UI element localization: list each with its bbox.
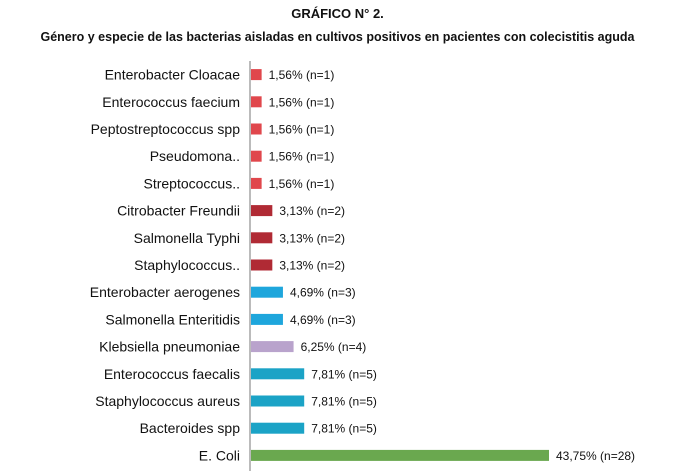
data-label: 7,81% (n=5) [311,422,377,436]
data-label: 1,56% (n=1) [269,150,335,164]
bar [251,341,294,353]
category-label: E. Coli [199,447,240,463]
bar [251,313,283,325]
data-label: 1,56% (n=1) [269,123,335,137]
category-label: Peptostreptococcus spp [91,121,241,137]
category-label: Enterococcus faecalis [104,366,240,382]
bar [251,69,262,81]
category-label: Citrobacter Freundii [117,203,240,219]
data-label: 43,75% (n=28) [556,449,635,463]
bar [251,96,262,108]
category-label: Enterobacter aerogenes [90,284,240,300]
category-label: Pseudomona.. [150,148,240,164]
bar [251,449,549,461]
bar [251,368,305,380]
bar [251,259,273,271]
category-label: Salmonella Typhi [134,230,240,246]
data-label: 4,69% (n=3) [290,286,356,300]
data-label: 1,56% (n=1) [269,95,335,109]
category-label: Enterococcus faecium [102,94,240,110]
bar [251,150,262,162]
data-label: 7,81% (n=5) [311,395,377,409]
bar [251,232,273,244]
data-label: 7,81% (n=5) [311,367,377,381]
data-label: 1,56% (n=1) [269,68,335,82]
category-label: Staphylococcus.. [134,257,240,273]
data-label: 1,56% (n=1) [269,177,335,191]
category-label: Salmonella Enteritidis [105,311,240,327]
category-label: Klebsiella pneumoniae [99,339,240,355]
bar [251,286,283,298]
category-label: Staphylococcus aureus [95,393,240,409]
bar [251,123,262,135]
bar [251,177,262,189]
category-label: Streptococcus.. [144,175,241,191]
data-label: 3,13% (n=2) [279,231,345,245]
category-label: Bacteroides spp [140,420,241,436]
bar [251,205,273,217]
bar [251,422,305,434]
chart-title: GRÁFICO N° 2. [291,6,384,21]
data-label: 4,69% (n=3) [290,313,356,327]
category-label: Enterobacter Cloacae [105,67,241,83]
data-label: 3,13% (n=2) [279,259,345,273]
bar [251,395,305,407]
data-label: 6,25% (n=4) [301,340,367,354]
chart-subtitle: Género y especie de las bacterias aislad… [40,30,635,44]
data-label: 3,13% (n=2) [279,204,345,218]
